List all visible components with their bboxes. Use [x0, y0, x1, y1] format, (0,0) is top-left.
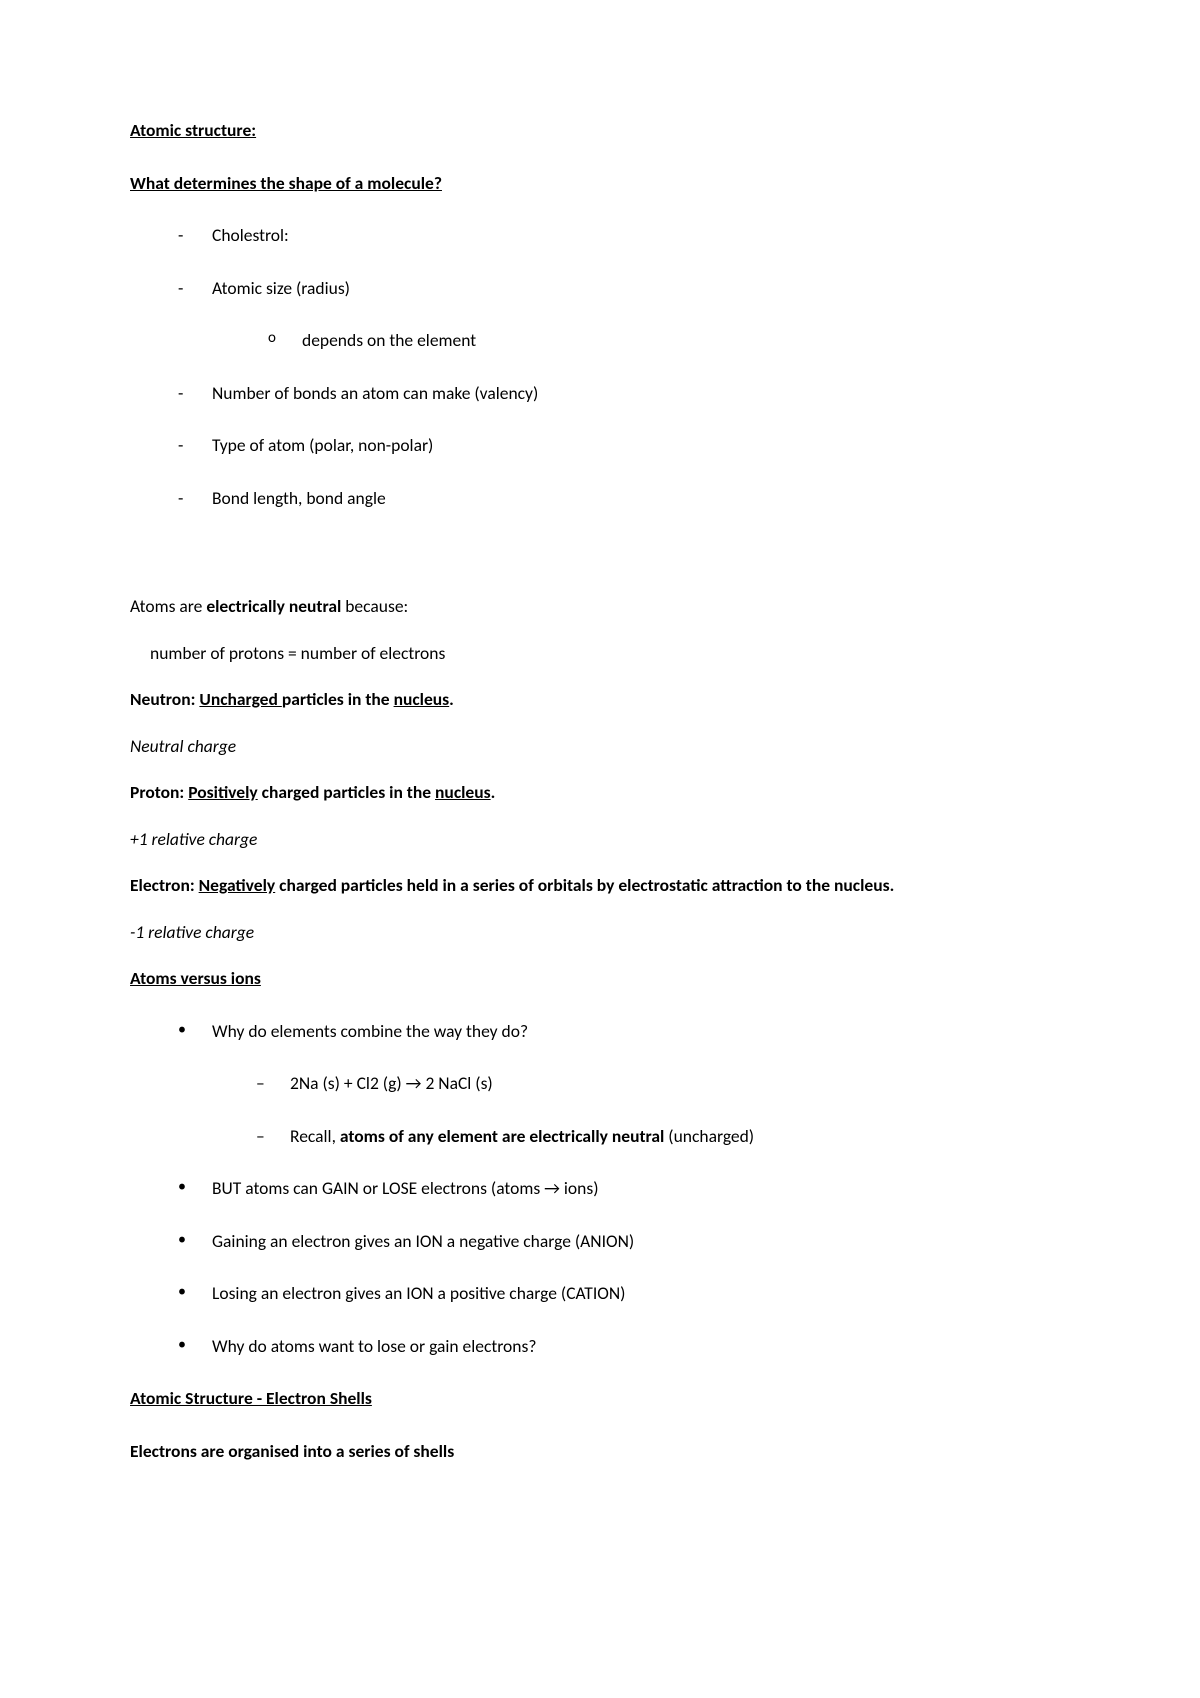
list-item: Losing an electron gives an ION a positi… — [178, 1281, 1070, 1306]
electron-charge: -1 relative charge — [130, 920, 1070, 945]
text: Neutron: — [130, 688, 199, 710]
shells-line: Electrons are organised into a series of… — [130, 1439, 1070, 1464]
proton-charge: +1 relative charge — [130, 827, 1070, 852]
text: Atoms are — [130, 595, 206, 617]
neutron-definition: Neutron: Uncharged particles in the nucl… — [130, 687, 1070, 712]
text: charged particles held in a series of or… — [275, 874, 894, 896]
text: Electron: — [130, 874, 199, 896]
proton-definition: Proton: Positively charged particles in … — [130, 780, 1070, 805]
list-item: depends on the element — [268, 328, 1070, 353]
section-heading-atoms-ions: Atoms versus ions — [130, 966, 1070, 991]
list-item: Type of atom (polar, non-polar) — [178, 433, 1070, 458]
sublist: 2Na (s) + Cl2 (g) → 2 NaCl (s) Recall, a… — [212, 1071, 1070, 1148]
section-heading-determinants: What determines the shape of a molecule? — [130, 171, 1070, 196]
text-underline: nucleus — [435, 781, 491, 803]
text-underline: nucleus — [394, 688, 450, 710]
text: . — [491, 781, 496, 803]
neutral-intro: Atoms are electrically neutral because: — [130, 594, 1070, 619]
text: because: — [341, 595, 408, 617]
text: Proton: — [130, 781, 188, 803]
text-underline: Uncharged — [199, 688, 281, 710]
list-item-text: Why do elements combine the way they do? — [212, 1020, 528, 1042]
list-item-text: Atomic size (radius) — [212, 277, 350, 299]
list-item: Atomic size (radius) depends on the elem… — [178, 276, 1070, 353]
list-item: 2Na (s) + Cl2 (g) → 2 NaCl (s) — [256, 1071, 1070, 1096]
text-underline: Negatively — [199, 874, 276, 896]
neutral-equation: number of protons = number of electrons — [130, 641, 1070, 666]
determinants-list: Cholestrol: Atomic size (radius) depends… — [130, 223, 1070, 510]
text-bold: atoms of any element are electrically ne… — [340, 1125, 668, 1147]
text: particles in the — [282, 688, 394, 710]
list-item: Why do atoms want to lose or gain electr… — [178, 1334, 1070, 1359]
electron-definition: Electron: Negatively charged particles h… — [130, 873, 1070, 898]
text: Recall, — [290, 1125, 340, 1147]
list-item: Bond length, bond angle — [178, 486, 1070, 511]
text: . — [449, 688, 454, 710]
list-item: Gaining an electron gives an ION a negat… — [178, 1229, 1070, 1254]
list-item: Number of bonds an atom can make (valenc… — [178, 381, 1070, 406]
text: charged particles in the — [258, 781, 435, 803]
page-title: Atomic structure: — [130, 118, 1070, 143]
list-item: Why do elements combine the way they do?… — [178, 1019, 1070, 1149]
text-bold: electrically neutral — [206, 595, 341, 617]
list-item: Cholestrol: — [178, 223, 1070, 248]
list-item: BUT atoms can GAIN or LOSE electrons (at… — [178, 1176, 1070, 1201]
sublist: depends on the element — [212, 328, 1070, 353]
ions-list: Why do elements combine the way they do?… — [130, 1019, 1070, 1359]
section-heading-shells: Atomic Structure - Electron Shells — [130, 1386, 1070, 1411]
text-underline: Positively — [188, 781, 257, 803]
neutron-charge: Neutral charge — [130, 734, 1070, 759]
text: (uncharged) — [668, 1125, 754, 1147]
list-item: Recall, atoms of any element are electri… — [256, 1124, 1070, 1149]
